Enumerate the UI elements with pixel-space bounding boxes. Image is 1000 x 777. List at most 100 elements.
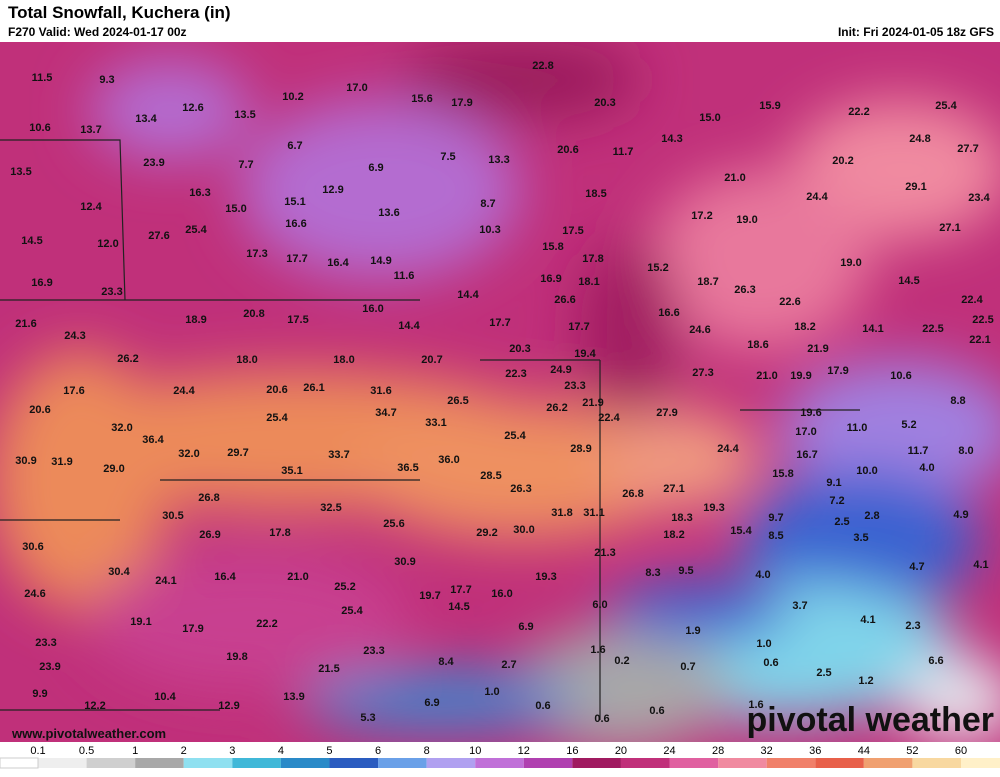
snowfall-label: 19.0 (736, 214, 757, 226)
snowfall-label: 4.0 (919, 462, 934, 474)
snowfall-label: 30.9 (15, 455, 36, 467)
snowfall-label: 23.3 (35, 637, 56, 649)
snowfall-label: 15.8 (542, 241, 563, 253)
snowfall-label: 11.5 (32, 72, 53, 84)
legend-tick-label: 5 (326, 745, 332, 757)
snowfall-label: 18.2 (663, 529, 684, 541)
legend-swatch (572, 758, 621, 768)
snowfall-label: 8.7 (480, 198, 495, 210)
legend-swatch (86, 758, 136, 768)
snowfall-label: 19.0 (840, 257, 861, 269)
snowfall-label: 29.1 (905, 181, 926, 193)
snowfall-label: 17.3 (246, 248, 267, 260)
legend-swatch (718, 758, 767, 768)
snowfall-label: 13.4 (135, 113, 157, 125)
snowfall-label: 2.8 (864, 510, 879, 522)
snowfall-label: 24.9 (550, 364, 571, 376)
snowfall-label: 0.7 (680, 661, 695, 673)
logo: pivotal weather (746, 701, 994, 739)
snowfall-label: 25.4 (185, 224, 207, 236)
snowfall-label: 14.9 (370, 255, 391, 267)
snowfall-label: 7.7 (238, 159, 253, 171)
snowfall-label: 25.4 (504, 430, 526, 442)
snowfall-label: 16.0 (362, 303, 383, 315)
snowfall-label: 8.8 (950, 395, 965, 407)
color-legend: 0.1 0.5 1 2 3 4 5 6 8 10 12 16 20 24 28 32 36 44 52 60 (0, 745, 1000, 769)
snowfall-label: 0.6 (649, 705, 664, 717)
snowfall-label: 18.9 (185, 314, 206, 326)
legend-tick-label: 60 (955, 745, 967, 757)
snowfall-label: 29.0 (103, 463, 124, 475)
snowfall-label: 18.0 (333, 354, 354, 366)
legend-swatch (766, 758, 816, 768)
snowfall-label: 34.7 (375, 407, 396, 419)
snowfall-label: 26.1 (303, 382, 324, 394)
snowfall-label: 9.3 (99, 74, 114, 86)
snowfall-label: 21.3 (594, 547, 615, 559)
snowfall-label: 27.3 (692, 367, 713, 379)
snowfall-label: 13.7 (80, 124, 101, 136)
snowfall-label: 27.6 (148, 230, 169, 242)
snowfall-label: 23.3 (101, 286, 122, 298)
snowfall-label: 26.2 (117, 353, 138, 365)
legend-tick-label: 0.1 (30, 745, 45, 757)
legend-swatch (863, 758, 913, 768)
snowfall-label: 15.0 (225, 203, 246, 215)
snowfall-label: 17.9 (451, 97, 472, 109)
legend-tick-label: 6 (375, 745, 381, 757)
snowfall-label: 15.2 (647, 262, 668, 274)
snowfall-label: 22.8 (532, 60, 553, 72)
site-url[interactable]: www.pivotalweather.com (11, 726, 166, 741)
legend-swatch (0, 757, 39, 769)
snowfall-label: 12.9 (322, 184, 343, 196)
snowfall-label: 26.2 (546, 402, 567, 414)
snowfall-label: 20.3 (509, 343, 530, 355)
snowfall-label: 23.3 (363, 645, 384, 657)
legend-tick-label: 36 (809, 745, 821, 757)
snowfall-label: 27.7 (957, 143, 978, 155)
snowfall-label: 30.9 (394, 556, 415, 568)
value-labels: 11.5 9.3 22.8 10.2 17.0 15.6 17.9 20.3 15.9 22.2 2… (10, 60, 993, 725)
snowfall-label: 3.5 (853, 532, 868, 544)
snowfall-label: 20.2 (832, 155, 853, 167)
snowfall-label: 19.6 (800, 407, 821, 419)
snowfall-label: 19.7 (419, 590, 440, 602)
snowfall-label: 4.7 (909, 561, 924, 573)
snowfall-label: 26.9 (199, 529, 220, 541)
legend-swatch (135, 758, 184, 768)
snowfall-label: 21.6 (15, 318, 36, 330)
snowfall-label: 1.2 (858, 675, 873, 687)
snowfall-label: 1.9 (685, 625, 700, 637)
snowfall-label: 6.6 (928, 655, 943, 667)
header-bg (0, 0, 1000, 42)
snowfall-label: 16.4 (214, 571, 236, 583)
snowfall-label: 4.1 (860, 614, 875, 626)
snowfall-label: 9.5 (678, 565, 693, 577)
snowfall-label: 2.3 (905, 620, 920, 632)
legend-tick-label: 16 (566, 745, 578, 757)
snowfall-label: 6.9 (424, 697, 439, 709)
snowfall-label: 15.6 (411, 93, 432, 105)
snowfall-label: 36.5 (397, 462, 418, 474)
snowfall-label: 22.2 (256, 618, 277, 630)
snowfall-label: 5.3 (360, 712, 375, 724)
legend-swatch (620, 758, 670, 768)
snowfall-label: 12.6 (182, 102, 203, 114)
snowfall-label: 25.4 (935, 100, 957, 112)
snowfall-label: 0.6 (763, 657, 778, 669)
snowfall-label: 8.4 (438, 656, 454, 668)
snowfall-label: 9.1 (826, 477, 841, 489)
snowfall-label: 18.0 (236, 354, 257, 366)
snowfall-label: 30.0 (513, 524, 534, 536)
snowfall-label: 19.9 (790, 370, 811, 382)
snowfall-label: 32.0 (178, 448, 199, 460)
snowfall-label: 19.4 (574, 348, 596, 360)
snowfall-label: 28.9 (570, 443, 591, 455)
snowfall-label: 16.7 (796, 449, 817, 461)
snowfall-label: 9.7 (768, 512, 783, 524)
snowfall-label: 27.1 (939, 222, 960, 234)
snowfall-label: 4.1 (973, 559, 988, 571)
snowfall-label: 13.3 (488, 154, 509, 166)
snowfall-label: 24.6 (24, 588, 45, 600)
snowfall-label: 10.2 (282, 91, 303, 103)
